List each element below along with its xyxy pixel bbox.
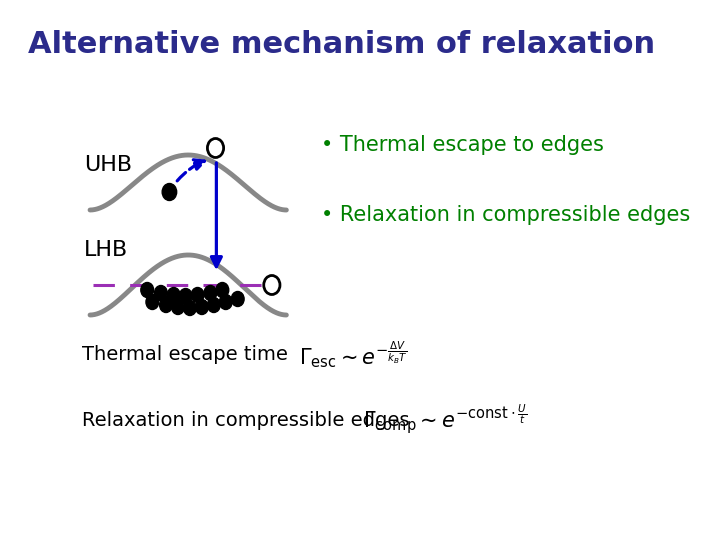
Circle shape — [207, 138, 224, 158]
Circle shape — [141, 282, 153, 298]
Circle shape — [179, 288, 192, 303]
Text: Relaxation in compressible edges: Relaxation in compressible edges — [81, 410, 409, 429]
Circle shape — [155, 286, 167, 300]
Circle shape — [160, 298, 172, 313]
Circle shape — [231, 292, 244, 307]
Text: UHB: UHB — [84, 155, 132, 175]
Circle shape — [195, 300, 208, 314]
Text: Thermal escape time: Thermal escape time — [81, 346, 287, 365]
Text: Alternative mechanism of relaxation: Alternative mechanism of relaxation — [28, 30, 655, 59]
Circle shape — [216, 282, 229, 298]
Circle shape — [264, 275, 280, 294]
Text: • Relaxation in compressible edges: • Relaxation in compressible edges — [320, 205, 690, 225]
Circle shape — [162, 184, 176, 200]
Circle shape — [204, 286, 217, 300]
Circle shape — [171, 300, 184, 314]
Circle shape — [192, 287, 204, 302]
Text: $\Gamma_{\rm esc} \sim e^{-\frac{\Delta V}{k_B T}}$: $\Gamma_{\rm esc} \sim e^{-\frac{\Delta … — [300, 340, 408, 370]
Circle shape — [146, 294, 158, 309]
Circle shape — [167, 287, 180, 302]
Circle shape — [184, 300, 197, 315]
Text: LHB: LHB — [84, 240, 128, 260]
Text: $\Gamma_{\rm comp} \sim e^{-{\rm const}\cdot\frac{U}{t}}$: $\Gamma_{\rm comp} \sim e^{-{\rm const}\… — [363, 403, 527, 437]
Text: • Thermal escape to edges: • Thermal escape to edges — [320, 135, 603, 155]
Circle shape — [220, 294, 232, 309]
Circle shape — [207, 298, 220, 313]
